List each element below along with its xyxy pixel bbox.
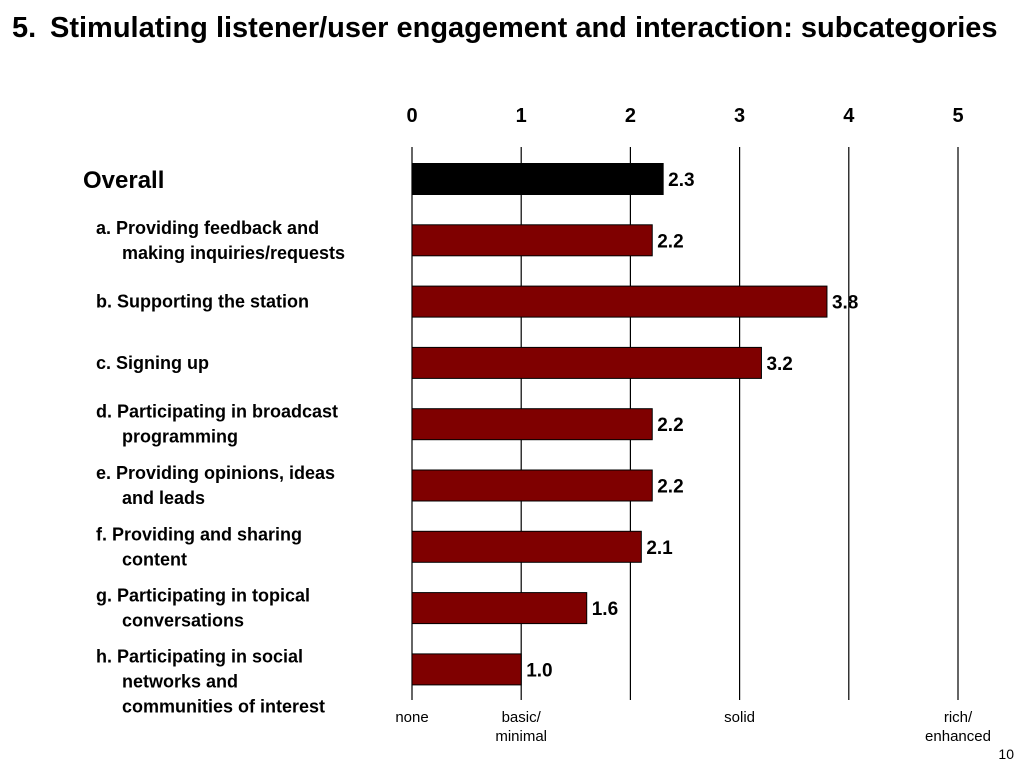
category-label-3: c. Signing up <box>96 353 209 373</box>
bar-8 <box>411 653 522 686</box>
scale-label-rich: rich/enhanced <box>925 709 991 745</box>
bar-overall <box>411 163 664 195</box>
x-tick-label-4: 4 <box>843 105 855 127</box>
value-label-7: 1.6 <box>592 599 618 620</box>
bar-5 <box>411 469 653 502</box>
slide-title-text: Stimulating listener/user engagement and… <box>50 12 998 44</box>
category-label-7: g. Participating in topical conversations <box>96 586 310 631</box>
scale-label-solid: solid <box>724 709 755 726</box>
value-label-2: 3.8 <box>832 293 858 314</box>
category-label-6: f. Providing and sharing content <box>96 524 302 569</box>
x-tick-label-2: 2 <box>625 105 636 127</box>
scale-label-none: none <box>395 709 428 726</box>
category-label-8: h. Participating in social networks and co… <box>96 646 325 716</box>
value-label-4: 2.2 <box>657 415 683 436</box>
x-tick-label-0: 0 <box>406 105 417 127</box>
value-label-8: 1.0 <box>526 660 552 681</box>
bar-4 <box>411 408 653 441</box>
category-label-1: a. Providing feedback and making inquirie… <box>96 218 345 263</box>
value-label-1: 2.2 <box>657 231 683 252</box>
category-label-overall: Overall <box>83 167 164 194</box>
bar-7 <box>411 592 588 625</box>
bar-2 <box>411 285 828 318</box>
category-label-2: b. Supporting the station <box>96 292 309 312</box>
scale-label-basic: basic/minimal <box>495 709 547 745</box>
category-label-5: e. Providing opinions, ideas and leads <box>96 463 335 508</box>
x-tick-label-5: 5 <box>952 105 963 127</box>
value-label-6: 2.1 <box>646 538 673 559</box>
x-tick-label-3: 3 <box>734 105 745 127</box>
bar-1 <box>411 224 653 257</box>
bar-6 <box>411 530 642 563</box>
slide-title: 5. Stimulating listener/user engagement … <box>12 8 1002 48</box>
value-label-3: 3.2 <box>766 354 792 375</box>
value-label-5: 2.2 <box>657 477 683 498</box>
page-number: 10 <box>998 746 1014 762</box>
x-tick-label-1: 1 <box>516 105 527 127</box>
category-label-4: d. Participating in broadcast programming <box>96 402 338 447</box>
slide-title-number: 5. <box>12 12 37 44</box>
bar-3 <box>411 346 762 379</box>
value-label-overall: 2.3 <box>668 170 694 191</box>
